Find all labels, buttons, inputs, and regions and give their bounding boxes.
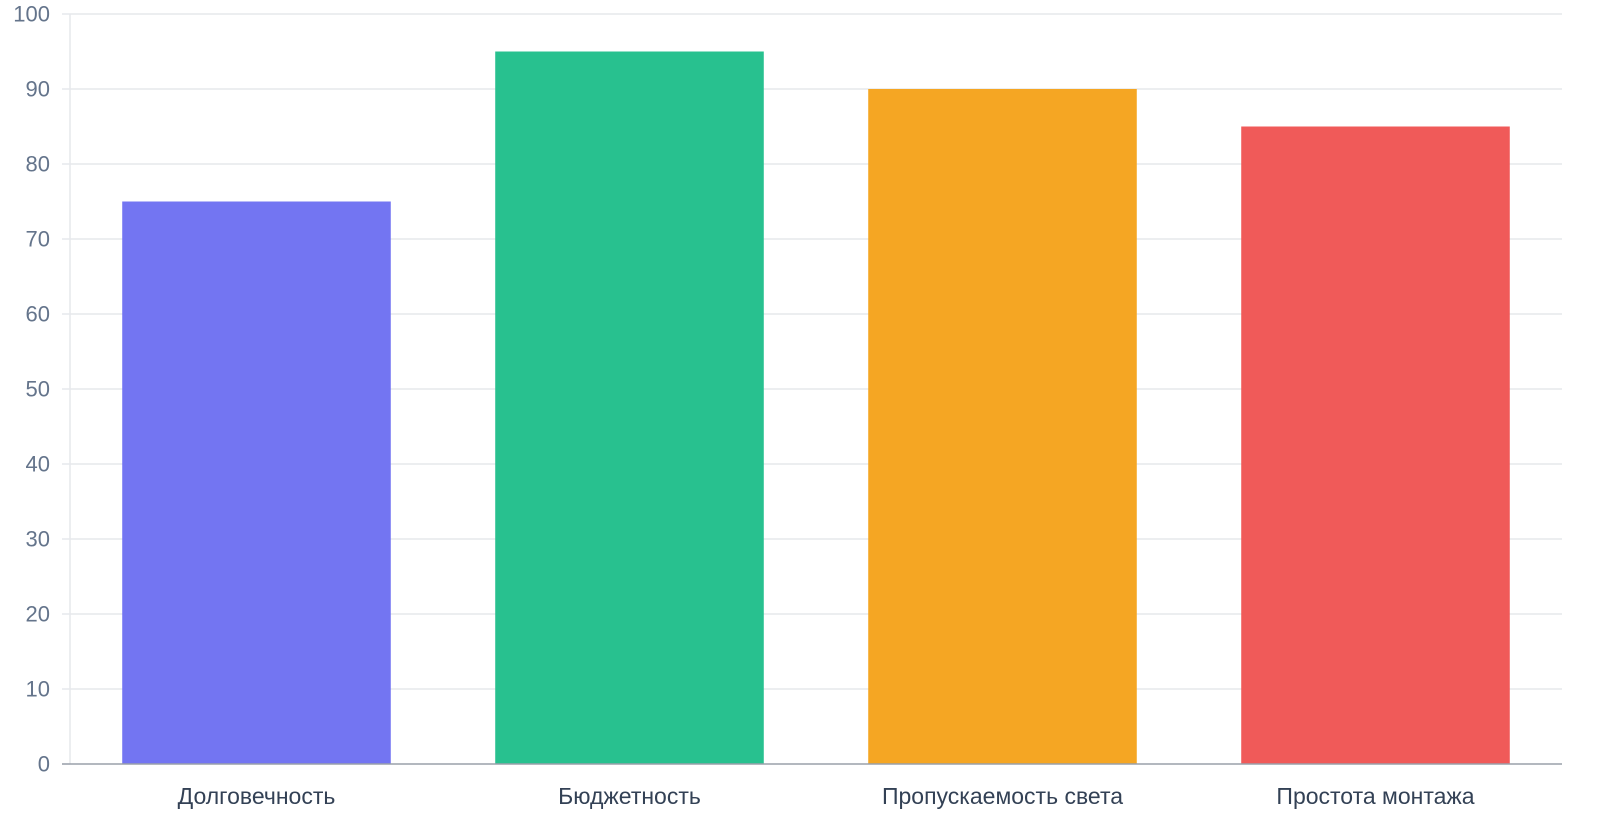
y-tick-label: 30 [26, 527, 50, 552]
y-tick-label: 70 [26, 227, 50, 252]
x-tick-label: Простота монтажа [1276, 783, 1474, 809]
label-layer: 0 10 20 30 40 50 60 70 80 90 100 Долговечность Бюдже… [13, 2, 1475, 810]
y-tick-label: 40 [26, 452, 50, 477]
y-tick-label: 50 [26, 377, 50, 402]
y-tick-label: 0 [38, 752, 50, 777]
bar [868, 89, 1137, 764]
bar-layer [122, 51, 1510, 764]
y-tick-label: 20 [26, 602, 50, 627]
y-tick-label: 100 [13, 2, 50, 27]
bar [1241, 126, 1510, 764]
x-tick-label: Долговечность [178, 783, 336, 809]
x-tick-label: Бюджетность [558, 783, 701, 809]
y-tick-label: 80 [26, 152, 50, 177]
bar [495, 51, 764, 764]
y-tick-label: 10 [26, 677, 50, 702]
y-tick-label: 90 [26, 77, 50, 102]
bar [122, 201, 391, 764]
y-tick-label: 60 [26, 302, 50, 327]
axis-layer [62, 13, 1562, 765]
x-tick-label: Пропускаемость света [882, 783, 1123, 809]
